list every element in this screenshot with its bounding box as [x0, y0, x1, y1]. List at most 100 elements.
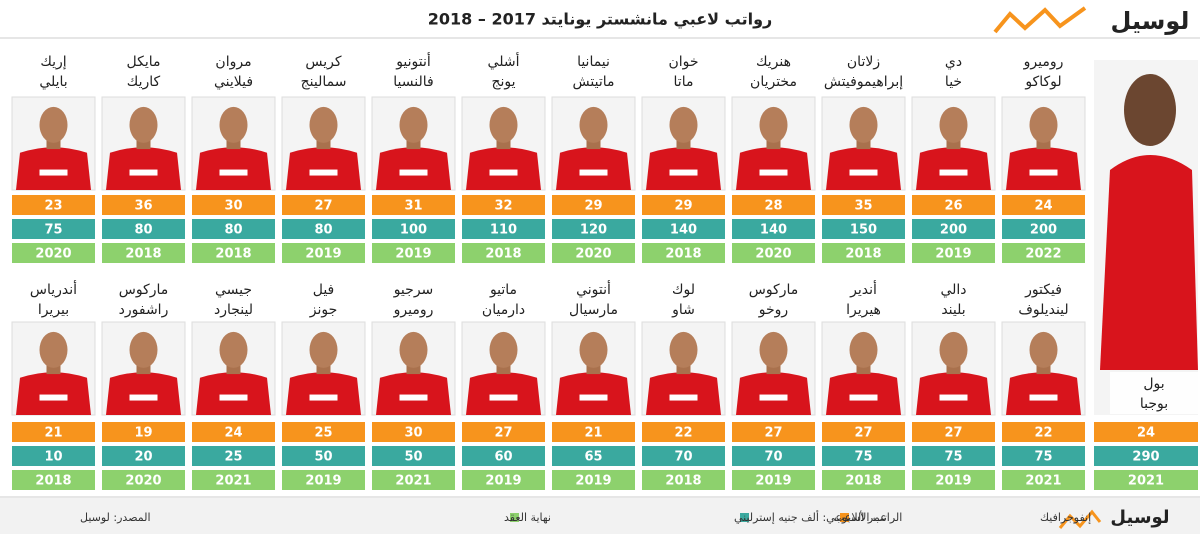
player-name: جونز [309, 302, 338, 318]
player-name: ماركوس [749, 282, 799, 298]
title: رواتب لاعبي مانشستر يونايتد 2017 – 2018 [428, 10, 772, 30]
head [39, 331, 68, 368]
head [399, 331, 428, 368]
head [759, 106, 788, 143]
age-box [732, 195, 815, 215]
salary: 80 [314, 223, 332, 238]
sponsor [1029, 169, 1058, 176]
contract-box [552, 243, 635, 263]
shirt [556, 372, 631, 415]
salary-box [462, 219, 545, 239]
salary: 140 [670, 223, 697, 238]
age-box [642, 195, 725, 215]
salary: 70 [764, 450, 782, 465]
player-name: فالنسيا [393, 74, 433, 90]
age: 29 [674, 199, 692, 214]
head [219, 331, 248, 368]
contract: 2018 [845, 474, 881, 489]
salary-box [822, 446, 905, 466]
legend-label: عمر اللاعب [834, 511, 887, 524]
sponsor [39, 394, 68, 401]
head [309, 331, 338, 368]
age: 22 [674, 426, 692, 441]
head [129, 331, 158, 368]
age: 21 [44, 426, 62, 441]
age: 30 [404, 426, 422, 441]
contract-box [822, 470, 905, 490]
footer-logo-mark [1058, 509, 1102, 529]
contract-box [1002, 470, 1085, 490]
logo-mark [993, 6, 1087, 34]
age-box [642, 422, 725, 442]
salary-box [1002, 446, 1085, 466]
age: 21 [584, 426, 602, 441]
player-name: دالي [940, 282, 966, 298]
shirt [286, 372, 361, 415]
salary-box [282, 446, 365, 466]
shirt [106, 372, 181, 415]
shirt [286, 147, 361, 190]
sponsor [579, 394, 608, 401]
contract: 2018 [665, 474, 701, 489]
head [489, 331, 518, 368]
sponsor [129, 394, 158, 401]
contract: 2022 [1025, 247, 1061, 262]
legend-label: نهاية العقد [504, 511, 551, 524]
head [129, 106, 158, 143]
salary: 290 [1132, 450, 1159, 465]
contract: 2020 [125, 474, 161, 489]
shirt [196, 147, 271, 190]
age-box [822, 422, 905, 442]
sponsor [669, 169, 698, 176]
salary: 140 [760, 223, 787, 238]
head [669, 331, 698, 368]
head [39, 106, 68, 143]
salary-box [12, 219, 95, 239]
contract-box [192, 243, 275, 263]
player-name: خوان [668, 54, 698, 70]
player-name: فيل [313, 282, 335, 298]
contract-box [1002, 243, 1085, 263]
contract: 2018 [215, 247, 251, 262]
age-box [282, 195, 365, 215]
head [579, 106, 608, 143]
age: 28 [764, 199, 782, 214]
salary-box [102, 446, 185, 466]
sponsor [39, 169, 68, 176]
age-box [102, 195, 185, 215]
sponsor [129, 169, 158, 176]
age-box [912, 422, 995, 442]
age-box [372, 422, 455, 442]
sponsor [669, 394, 698, 401]
contract-box [732, 470, 815, 490]
player-name: مروان [215, 54, 251, 70]
age-box [912, 195, 995, 215]
age-box [552, 195, 635, 215]
age: 25 [314, 426, 332, 441]
age: 27 [494, 426, 512, 441]
player-name: إريك [40, 54, 66, 70]
sponsor [219, 394, 248, 401]
salary: 20 [134, 450, 152, 465]
shirt [466, 372, 541, 415]
salary-box [552, 219, 635, 239]
contract: 2018 [35, 474, 71, 489]
legend-swatch [840, 513, 849, 522]
player-name: سمالينج [301, 74, 347, 90]
contract-box [12, 470, 95, 490]
contract: 2019 [305, 247, 341, 262]
player-name: فيلايني [214, 74, 253, 90]
salary: 10 [44, 450, 62, 465]
footer-logo: لوسيل [1110, 507, 1169, 528]
salary-box [1094, 446, 1198, 466]
age: 23 [44, 199, 62, 214]
shirt [376, 147, 451, 190]
player-name: لينجارد [214, 302, 253, 318]
age-box [192, 422, 275, 442]
salary-box [462, 446, 545, 466]
player-name: دي [945, 54, 962, 70]
contract-box [282, 470, 365, 490]
contract-box [102, 243, 185, 263]
